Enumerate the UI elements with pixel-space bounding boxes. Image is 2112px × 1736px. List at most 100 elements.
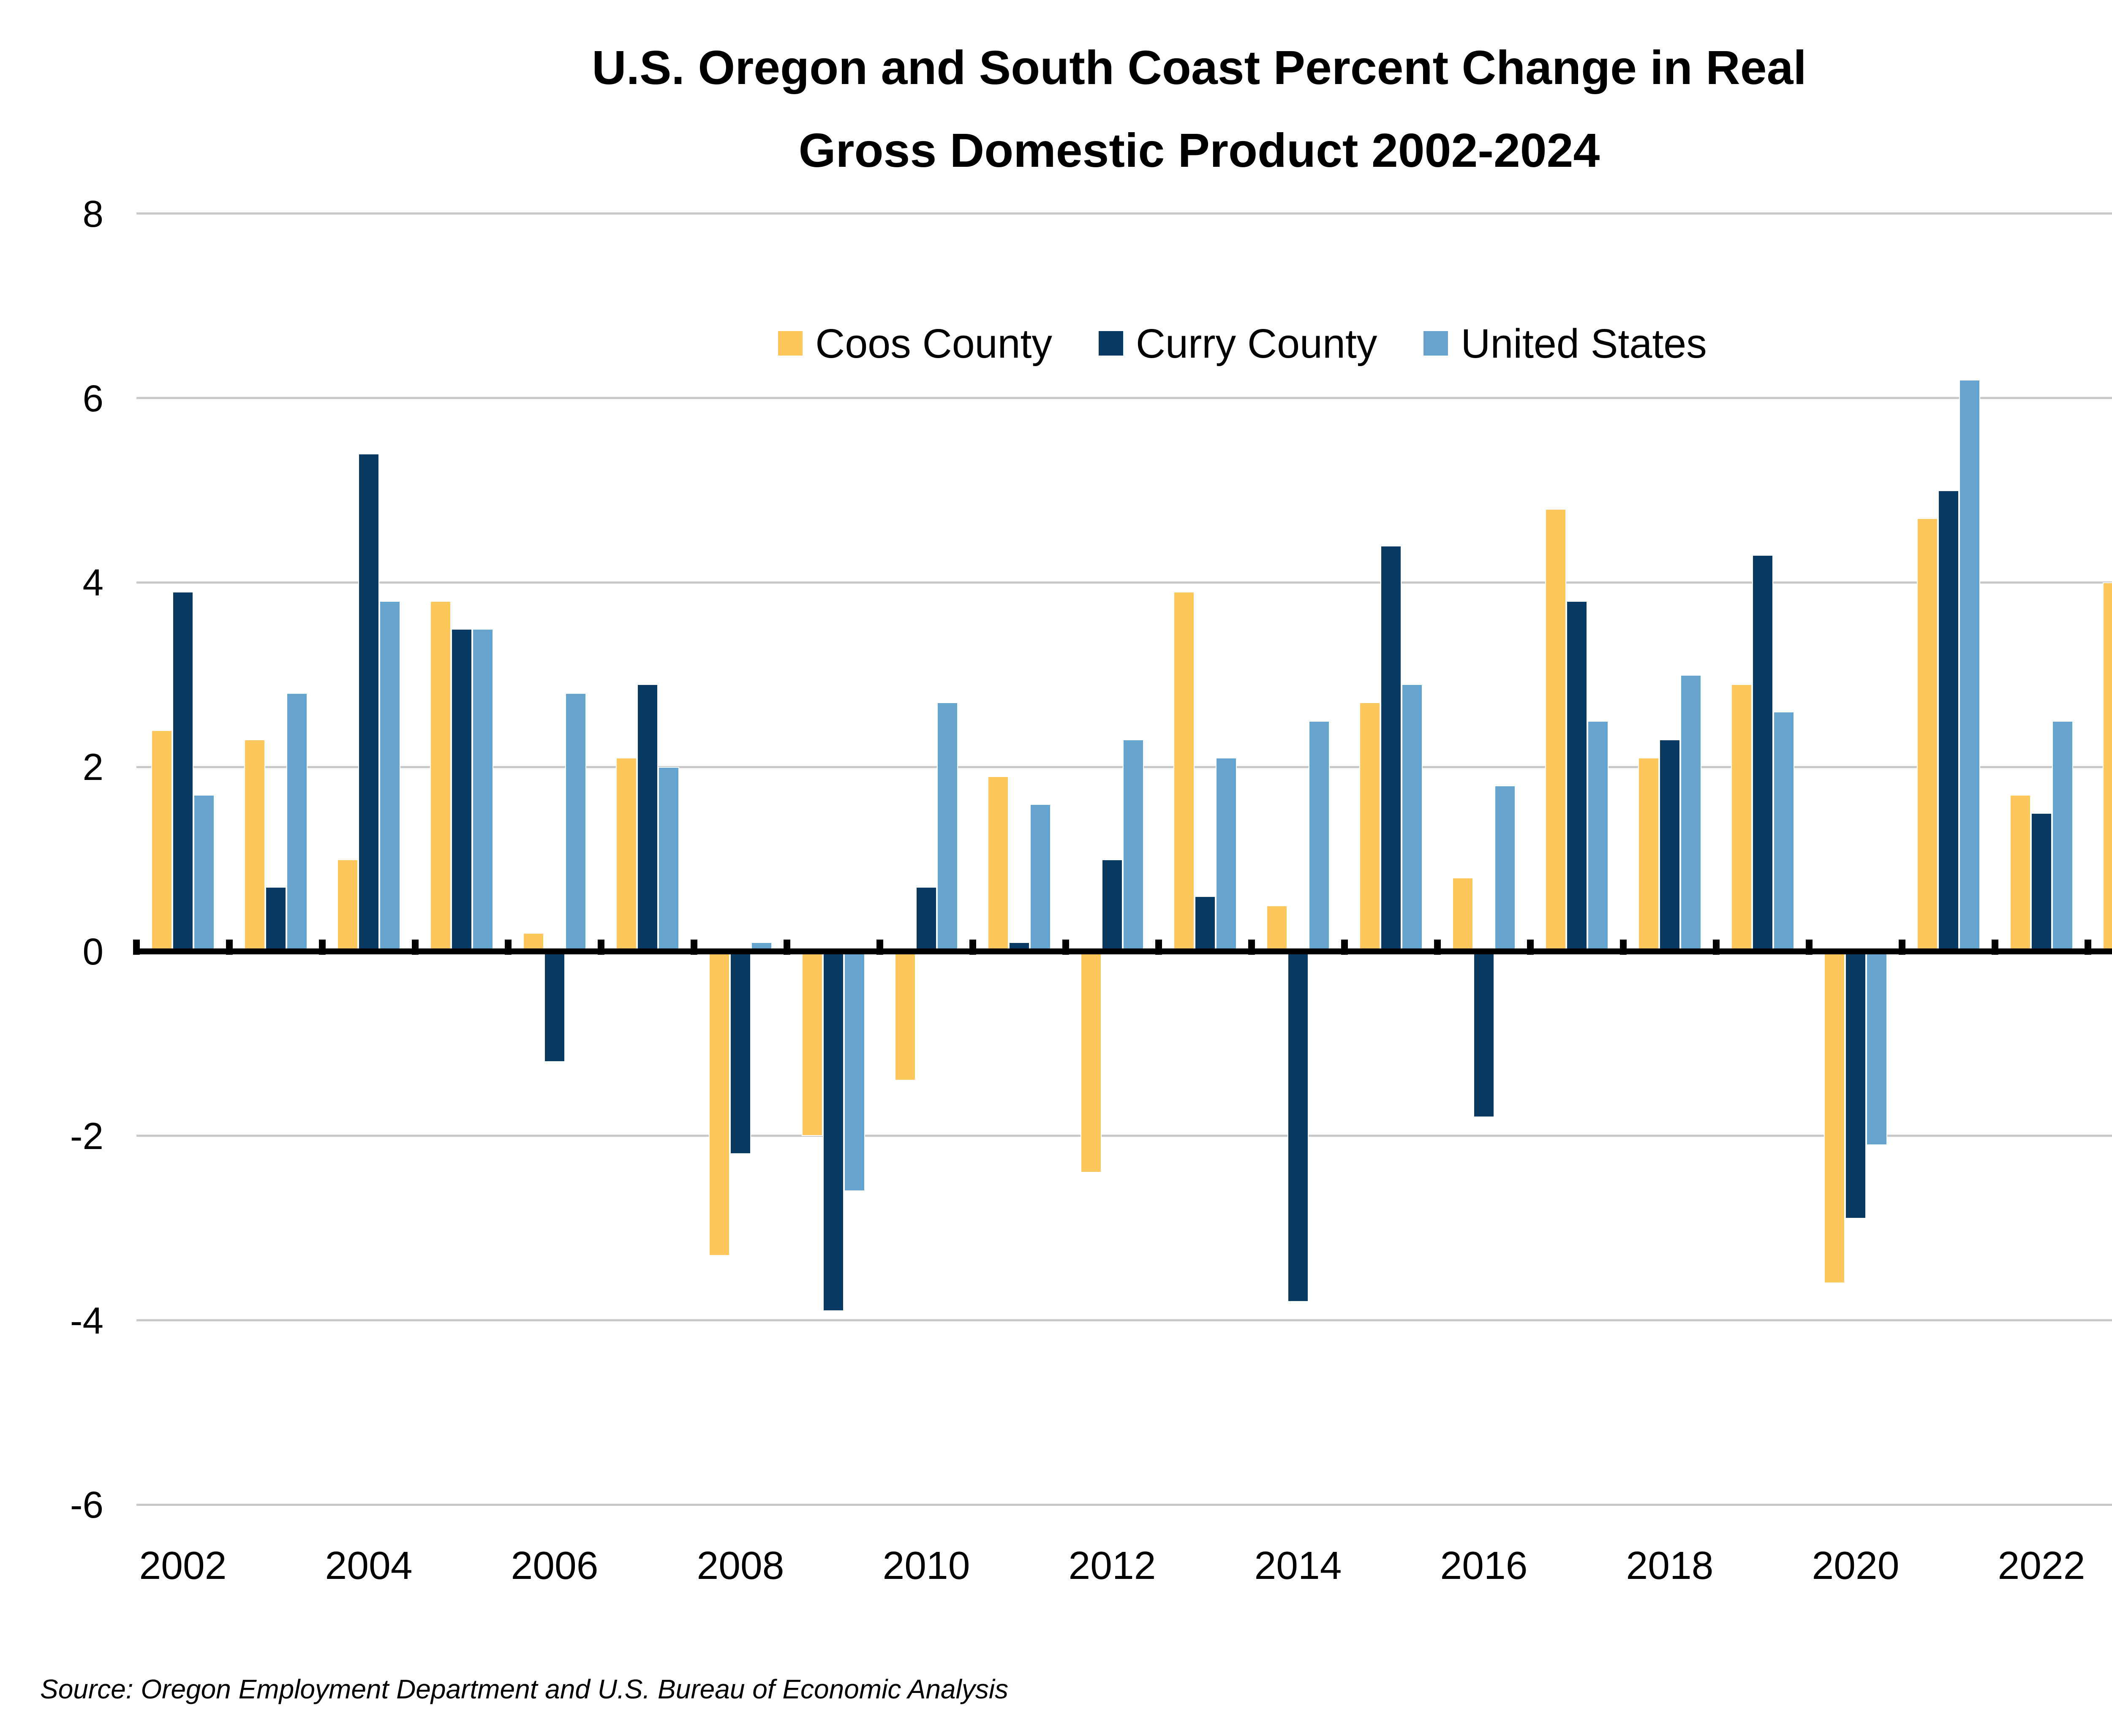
x-tick-label-2002: 2002 (139, 1543, 227, 1587)
bar-curry-county-2010 (916, 887, 937, 951)
legend-label-curry-county: Curry County (1136, 320, 1377, 367)
axis-tick-mark (1341, 940, 1348, 955)
bar-curry-county-2013 (1195, 896, 1216, 951)
bar-curry-county-2018 (1659, 739, 1680, 951)
x-axis-line (136, 948, 2112, 954)
bar-united-states-2016 (1494, 785, 1516, 951)
bar-curry-county-2016 (1473, 951, 1494, 1118)
united-states-swatch-icon (1423, 331, 1448, 356)
bar-curry-county-2009 (823, 951, 844, 1311)
gridline-y--6 (136, 1503, 2112, 1506)
axis-tick-mark (1992, 940, 1998, 955)
bar-coos-county-2004 (337, 859, 358, 951)
x-tick-label-2008: 2008 (697, 1543, 784, 1587)
bar-coos-county-2010 (895, 951, 916, 1081)
bar-curry-county-2004 (358, 453, 379, 951)
bar-curry-county-2003 (265, 887, 286, 951)
axis-tick-mark (691, 940, 697, 955)
bar-united-states-2010 (937, 702, 958, 951)
bar-coos-county-2023 (2103, 582, 2112, 951)
x-tick-label-2018: 2018 (1626, 1543, 1714, 1587)
bar-united-states-2019 (1773, 712, 1794, 951)
y-tick-label--6: -6 (70, 1483, 103, 1526)
bar-coos-county-2014 (1266, 905, 1287, 951)
bar-curry-county-2015 (1380, 546, 1402, 951)
axis-tick-mark (1155, 940, 1162, 955)
bar-curry-county-2019 (1752, 554, 1773, 951)
bar-curry-county-2021 (1938, 490, 1959, 951)
bar-curry-county-2002 (172, 592, 193, 951)
bar-curry-county-2005 (451, 628, 472, 951)
legend-item-curry-county: Curry County (1099, 323, 1377, 364)
axis-tick-mark (1806, 940, 1813, 955)
x-tick-label-2004: 2004 (325, 1543, 413, 1587)
bar-coos-county-2022 (2010, 794, 2031, 951)
coos-county-swatch-icon (778, 331, 803, 356)
legend-item-united-states: United States (1423, 323, 1707, 364)
bar-united-states-2003 (286, 693, 308, 951)
chart-title: U.S. Oregon and South Coast Percent Chan… (0, 26, 2112, 192)
bar-united-states-2021 (1959, 379, 1980, 951)
y-tick-label--4: -4 (70, 1299, 103, 1342)
x-tick-label-2010: 2010 (882, 1543, 970, 1587)
bar-coos-county-2019 (1731, 684, 1752, 951)
bar-united-states-2018 (1680, 674, 1701, 951)
axis-tick-mark (133, 940, 140, 955)
bar-united-states-2011 (1030, 804, 1051, 951)
axis-tick-mark (1620, 940, 1627, 955)
bar-coos-county-2012 (1080, 951, 1102, 1173)
axis-tick-mark (1248, 940, 1255, 955)
axis-tick-mark (226, 940, 233, 955)
axis-tick-mark (784, 940, 790, 955)
bar-united-states-2013 (1216, 758, 1237, 951)
axis-tick-mark (598, 940, 604, 955)
bar-coos-county-2003 (244, 739, 265, 951)
bar-curry-county-2020 (1845, 951, 1866, 1219)
axis-tick-mark (505, 940, 512, 955)
bar-united-states-2012 (1123, 739, 1144, 951)
bar-united-states-2007 (658, 767, 679, 951)
y-tick-label-0: 0 (82, 930, 104, 973)
bar-coos-county-2008 (709, 951, 730, 1256)
axis-tick-mark (1062, 940, 1069, 955)
x-tick-label-2012: 2012 (1068, 1543, 1156, 1587)
gridline-y-8 (136, 212, 2112, 215)
bar-curry-county-2007 (637, 684, 658, 951)
axis-tick-mark (412, 940, 419, 955)
bar-coos-county-2020 (1824, 951, 1845, 1284)
bar-curry-county-2008 (730, 951, 751, 1155)
bar-coos-county-2009 (802, 951, 823, 1136)
source-note: Source: Oregon Employment Department and… (40, 1674, 1009, 1704)
axis-tick-mark (2085, 940, 2091, 955)
y-tick-label--2: -2 (70, 1114, 103, 1157)
bar-coos-county-2021 (1917, 518, 1938, 951)
bar-coos-county-2018 (1638, 758, 1659, 951)
x-tick-label-2022: 2022 (1998, 1543, 2085, 1587)
legend-item-coos-county: Coos County (778, 323, 1052, 364)
chart-legend: Coos County Curry County United States (136, 307, 2112, 379)
legend-label-coos-county: Coos County (815, 320, 1052, 367)
bar-united-states-2002 (193, 794, 215, 951)
bar-united-states-2006 (565, 693, 586, 951)
x-tick-label-2020: 2020 (1812, 1543, 1900, 1587)
bar-united-states-2004 (379, 601, 400, 951)
bar-united-states-2015 (1402, 684, 1423, 951)
bar-united-states-2017 (1587, 721, 1608, 951)
bar-coos-county-2006 (523, 933, 544, 951)
axis-tick-mark (1713, 940, 1720, 955)
bar-united-states-2009 (844, 951, 865, 1191)
curry-county-swatch-icon (1099, 331, 1123, 356)
bar-coos-county-2017 (1545, 508, 1566, 951)
y-tick-label-8: 8 (82, 192, 104, 235)
axis-tick-mark (1899, 940, 1905, 955)
bar-coos-county-2015 (1359, 702, 1380, 951)
bar-united-states-2005 (472, 628, 493, 951)
axis-tick-mark (1434, 940, 1441, 955)
bar-united-states-2022 (2052, 721, 2073, 951)
chart-title-line2: Gross Domestic Product 2002-2024 (798, 124, 1600, 177)
gridline-y--2 (136, 1135, 2112, 1137)
bar-coos-county-2013 (1173, 592, 1195, 951)
x-tick-label-2016: 2016 (1440, 1543, 1528, 1587)
